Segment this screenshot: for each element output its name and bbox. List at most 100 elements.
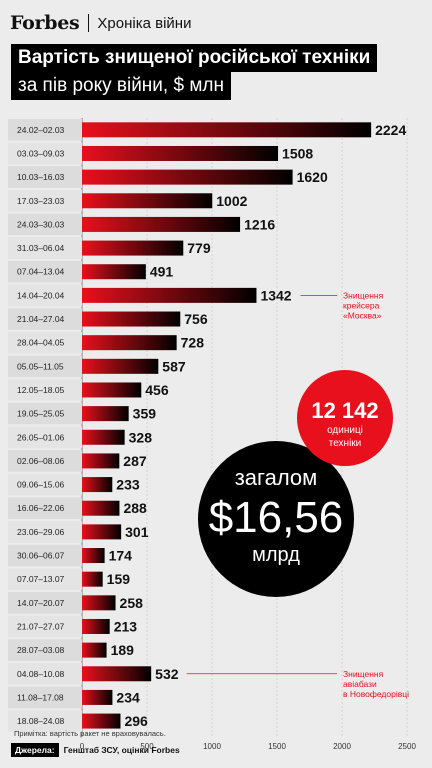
units-line2: техніки bbox=[329, 438, 362, 449]
category-label: 07.07–13.07 bbox=[17, 574, 65, 584]
row-band bbox=[8, 308, 82, 330]
bar bbox=[82, 122, 372, 138]
bar bbox=[82, 713, 121, 729]
bar bbox=[82, 382, 142, 398]
bars: 24.02–02.03 2224 03.03–09.03 1508 10.03–16.0… bbox=[17, 122, 409, 729]
x-tick-label: 1500 bbox=[268, 742, 286, 751]
row-band bbox=[8, 426, 82, 449]
category-label: 24.03–30.03 bbox=[17, 219, 65, 229]
callouts: загалом $16,56 млрд 12 142 одиниці техні… bbox=[198, 370, 393, 597]
value-label: 491 bbox=[150, 264, 174, 280]
row-band bbox=[8, 710, 82, 732]
category-label: 03.03–09.03 bbox=[17, 148, 65, 158]
brand-logo: Forbes bbox=[10, 12, 80, 34]
chart-subtitle: за пів року війни, $ млн bbox=[11, 72, 231, 100]
value-label: 359 bbox=[133, 406, 157, 422]
row-band bbox=[8, 568, 82, 590]
chart-title: Вартість знищеної російської техніки bbox=[11, 44, 378, 72]
bar bbox=[82, 689, 113, 705]
row-band bbox=[8, 237, 82, 259]
value-label: 328 bbox=[129, 429, 153, 445]
row-band bbox=[8, 119, 82, 141]
value-label: 189 bbox=[111, 642, 135, 658]
row-band bbox=[8, 260, 82, 283]
bar bbox=[82, 642, 107, 658]
row-band bbox=[8, 189, 82, 212]
category-label: 09.06–15.06 bbox=[17, 480, 65, 490]
category-label: 02.06–08.06 bbox=[17, 456, 65, 466]
category-label: 18.08–24.08 bbox=[17, 716, 65, 726]
value-label: 1508 bbox=[282, 145, 313, 161]
bar bbox=[82, 666, 152, 682]
category-label: 30.06–06.07 bbox=[17, 551, 65, 561]
category-label: 26.05–01.06 bbox=[17, 432, 65, 442]
bar bbox=[82, 193, 213, 209]
total-label: загалом bbox=[235, 465, 318, 490]
annotation-text: в Новофедорівці bbox=[343, 689, 409, 699]
header-divider bbox=[88, 14, 90, 32]
row-band bbox=[8, 213, 82, 236]
value-label: 296 bbox=[124, 713, 148, 729]
category-label: 14.07–20.07 bbox=[17, 598, 65, 608]
bar bbox=[82, 429, 125, 445]
bar bbox=[82, 216, 241, 232]
row-band bbox=[8, 450, 82, 472]
bar bbox=[82, 477, 113, 493]
row-band bbox=[8, 355, 82, 378]
bar bbox=[82, 240, 184, 256]
category-label: 14.04–20.04 bbox=[17, 290, 65, 300]
units-value: 12 142 bbox=[311, 398, 378, 423]
category-label: 12.05–18.05 bbox=[17, 385, 65, 395]
category-label: 19.05–25.05 bbox=[17, 409, 65, 419]
value-label: 174 bbox=[109, 548, 133, 564]
category-label: 11.08–17.08 bbox=[17, 692, 64, 702]
value-label: 234 bbox=[116, 689, 140, 705]
value-label: 587 bbox=[162, 358, 186, 374]
bar bbox=[82, 287, 257, 303]
value-label: 1216 bbox=[244, 216, 275, 232]
value-label: 258 bbox=[120, 595, 144, 611]
annotation-text: крейсера bbox=[343, 300, 380, 310]
row-band bbox=[8, 639, 82, 661]
bar bbox=[82, 548, 105, 564]
total-circle bbox=[198, 441, 354, 597]
bar bbox=[82, 358, 159, 374]
bar bbox=[82, 571, 103, 587]
category-label: 04.08–10.08 bbox=[17, 669, 65, 679]
row-band bbox=[8, 331, 82, 354]
category-label: 31.03–06.04 bbox=[17, 243, 65, 253]
header: Forbes Хроніка війни bbox=[10, 8, 191, 38]
value-label: 1002 bbox=[216, 193, 247, 209]
bar bbox=[82, 524, 122, 540]
value-label: 213 bbox=[114, 618, 138, 634]
row-band bbox=[8, 402, 82, 425]
series-name: Хроніка війни bbox=[97, 14, 192, 32]
row-band bbox=[8, 473, 82, 496]
row-band bbox=[8, 284, 82, 307]
x-tick-label: 1000 bbox=[203, 742, 221, 751]
value-label: 287 bbox=[123, 453, 147, 469]
bar bbox=[82, 406, 129, 422]
row-band bbox=[8, 686, 82, 709]
units-circle bbox=[297, 370, 393, 466]
source: Джерела: Генштаб ЗСУ, оцінки Forbes bbox=[11, 742, 180, 757]
row-band bbox=[8, 544, 82, 567]
annotation-text: Знищення bbox=[343, 290, 384, 300]
category-label: 05.05–11.05 bbox=[17, 361, 64, 371]
value-label: 159 bbox=[107, 571, 131, 587]
row-band bbox=[8, 521, 82, 543]
row-band bbox=[8, 592, 82, 614]
value-label: 233 bbox=[116, 477, 140, 493]
bar bbox=[82, 618, 110, 634]
x-tick-label: 2500 bbox=[398, 742, 416, 751]
units-line1: одиниці bbox=[327, 425, 363, 436]
row-band bbox=[8, 142, 82, 165]
row-band bbox=[8, 662, 82, 685]
bar bbox=[82, 169, 293, 185]
annotation-text: «Москва» bbox=[343, 310, 382, 320]
annotation-text: авіабази bbox=[343, 679, 377, 689]
category-label: 24.02–02.03 bbox=[17, 125, 65, 135]
bar bbox=[82, 335, 177, 351]
x-tick-label: 500 bbox=[140, 742, 154, 751]
